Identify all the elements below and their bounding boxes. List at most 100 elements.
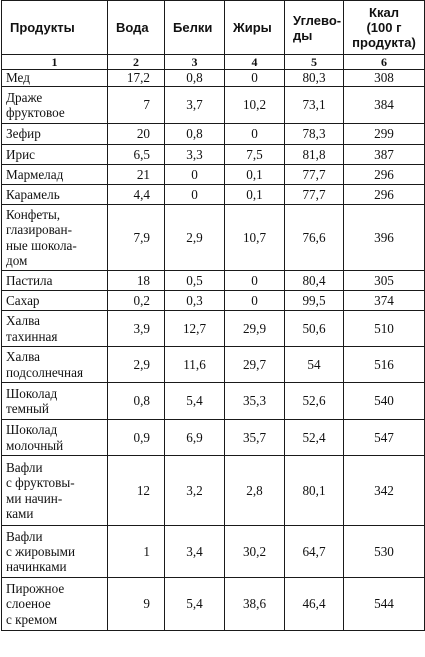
table-row: Вафли с фруктовы-ми начин-ками 12 3,2 2,8 80,… [1, 455, 425, 526]
fat-cell: 35,7 [224, 419, 285, 456]
fat-cell: 2,8 [224, 455, 285, 526]
carbs-cell: 50,6 [284, 310, 344, 347]
water-cell: 7 [107, 86, 165, 124]
protein-cell: 5,4 [164, 577, 225, 631]
water-cell: 9 [107, 577, 165, 631]
table-row: Халва тахинная 3,9 12,7 29,9 50,6 510 [1, 310, 425, 347]
table-row: Карамель 4,4 0 0,1 77,7 296 [1, 184, 425, 205]
product-name-cell: Пастила [1, 270, 108, 291]
protein-cell: 2,9 [164, 204, 225, 271]
column-header-products: Продукты [1, 0, 108, 55]
product-name-cell: Вафли с фруктовы-ми начин-ками [1, 455, 108, 526]
water-cell: 0,8 [107, 382, 165, 420]
kcal-cell: 544 [343, 577, 425, 631]
carbs-cell: 78,3 [284, 123, 344, 145]
fat-cell: 0 [224, 270, 285, 291]
column-header-protein: Белки [164, 0, 225, 55]
water-cell: 20 [107, 123, 165, 145]
product-name-cell: Карамель [1, 184, 108, 205]
product-name: Конфеты, глазирован-ные шоколa-дом [6, 207, 77, 268]
kcal-cell: 342 [343, 455, 425, 526]
water-cell: 3,9 [107, 310, 165, 347]
product-name-cell: Драже фруктовое [1, 86, 108, 124]
table-row: Шоколад темный 0,8 5,4 35,3 52,6 540 [1, 382, 425, 420]
product-name: Мед [6, 70, 30, 86]
product-name-cell: Шоколад темный [1, 382, 108, 420]
carbs-cell: 80,3 [284, 69, 344, 87]
product-name-cell: Халва тахинная [1, 310, 108, 347]
product-name-cell: Мармелад [1, 164, 108, 185]
protein-cell: 0 [164, 184, 225, 205]
product-name-cell: Шоколад молочный [1, 419, 108, 456]
kcal-cell: 516 [343, 346, 425, 383]
water-cell: 4,4 [107, 184, 165, 205]
kcal-cell: 530 [343, 525, 425, 578]
nutrition-table: Продукты Вода Белки Жиры Углево-ды Ккал(… [1, 0, 425, 631]
kcal-cell: 374 [343, 290, 425, 311]
product-name: Сахар [6, 292, 40, 308]
carbs-cell: 76,6 [284, 204, 344, 271]
water-cell: 6,5 [107, 144, 165, 165]
column-header-carbs: Углево-ды [284, 0, 344, 55]
column-header-water: Вода [107, 0, 165, 55]
carbs-cell: 46,4 [284, 577, 344, 631]
kcal-cell: 305 [343, 270, 425, 291]
table-row: Халва подсолнечная 2,9 11,6 29,7 54 516 [1, 346, 425, 383]
column-number: 1 [1, 54, 108, 70]
kcal-cell: 308 [343, 69, 425, 87]
water-cell: 12 [107, 455, 165, 526]
fat-cell: 38,6 [224, 577, 285, 631]
water-cell: 1 [107, 525, 165, 578]
fat-cell: 0,1 [224, 184, 285, 205]
fat-cell: 35,3 [224, 382, 285, 420]
kcal-cell: 547 [343, 419, 425, 456]
product-name: Вафли с жировыми начинками [6, 528, 75, 575]
carbs-cell: 80,4 [284, 270, 344, 291]
product-name: Шоколад молочный [6, 422, 64, 453]
protein-cell: 0,3 [164, 290, 225, 311]
table-row: Мармелад 21 0 0,1 77,7 296 [1, 164, 425, 185]
kcal-cell: 540 [343, 382, 425, 420]
column-header-kcal: Ккал (100 г продукта) [343, 0, 425, 55]
kcal-cell: 299 [343, 123, 425, 145]
product-name: Карамель [6, 186, 60, 202]
carbs-cell: 77,7 [284, 184, 344, 205]
product-name: Ирис [6, 146, 36, 162]
carbs-cell: 80,1 [284, 455, 344, 526]
product-name: Халва тахинная [6, 313, 58, 344]
product-name: Мармелад [6, 166, 64, 182]
carbs-cell: 99,5 [284, 290, 344, 311]
water-cell: 7,9 [107, 204, 165, 271]
water-cell: 21 [107, 164, 165, 185]
product-name-cell: Вафли с жировыми начинками [1, 525, 108, 578]
kcal-cell: 396 [343, 204, 425, 271]
kcal-cell: 296 [343, 184, 425, 205]
carbs-cell: 77,7 [284, 164, 344, 185]
water-cell: 18 [107, 270, 165, 291]
fat-cell: 29,7 [224, 346, 285, 383]
product-name-cell: Конфеты, глазирован-ные шоколa-дом [1, 204, 108, 271]
carbs-cell: 52,4 [284, 419, 344, 456]
water-cell: 0,2 [107, 290, 165, 311]
protein-cell: 5,4 [164, 382, 225, 420]
protein-cell: 11,6 [164, 346, 225, 383]
protein-cell: 0,8 [164, 123, 225, 145]
fat-cell: 10,7 [224, 204, 285, 271]
protein-cell: 0,8 [164, 69, 225, 87]
product-name-cell: Ирис [1, 144, 108, 165]
protein-cell: 3,7 [164, 86, 225, 124]
protein-cell: 0 [164, 164, 225, 185]
protein-cell: 3,3 [164, 144, 225, 165]
water-cell: 2,9 [107, 346, 165, 383]
product-name-cell: Мед [1, 69, 108, 87]
column-number: 4 [224, 54, 285, 70]
carbs-cell: 73,1 [284, 86, 344, 124]
protein-cell: 6,9 [164, 419, 225, 456]
kcal-cell: 384 [343, 86, 425, 124]
kcal-cell: 296 [343, 164, 425, 185]
fat-cell: 0,1 [224, 164, 285, 185]
fat-cell: 0 [224, 290, 285, 311]
table-row: Сахар 0,2 0,3 0 99,5 374 [1, 290, 425, 311]
kcal-cell: 387 [343, 144, 425, 165]
table-row: Зефир 20 0,8 0 78,3 299 [1, 123, 425, 145]
